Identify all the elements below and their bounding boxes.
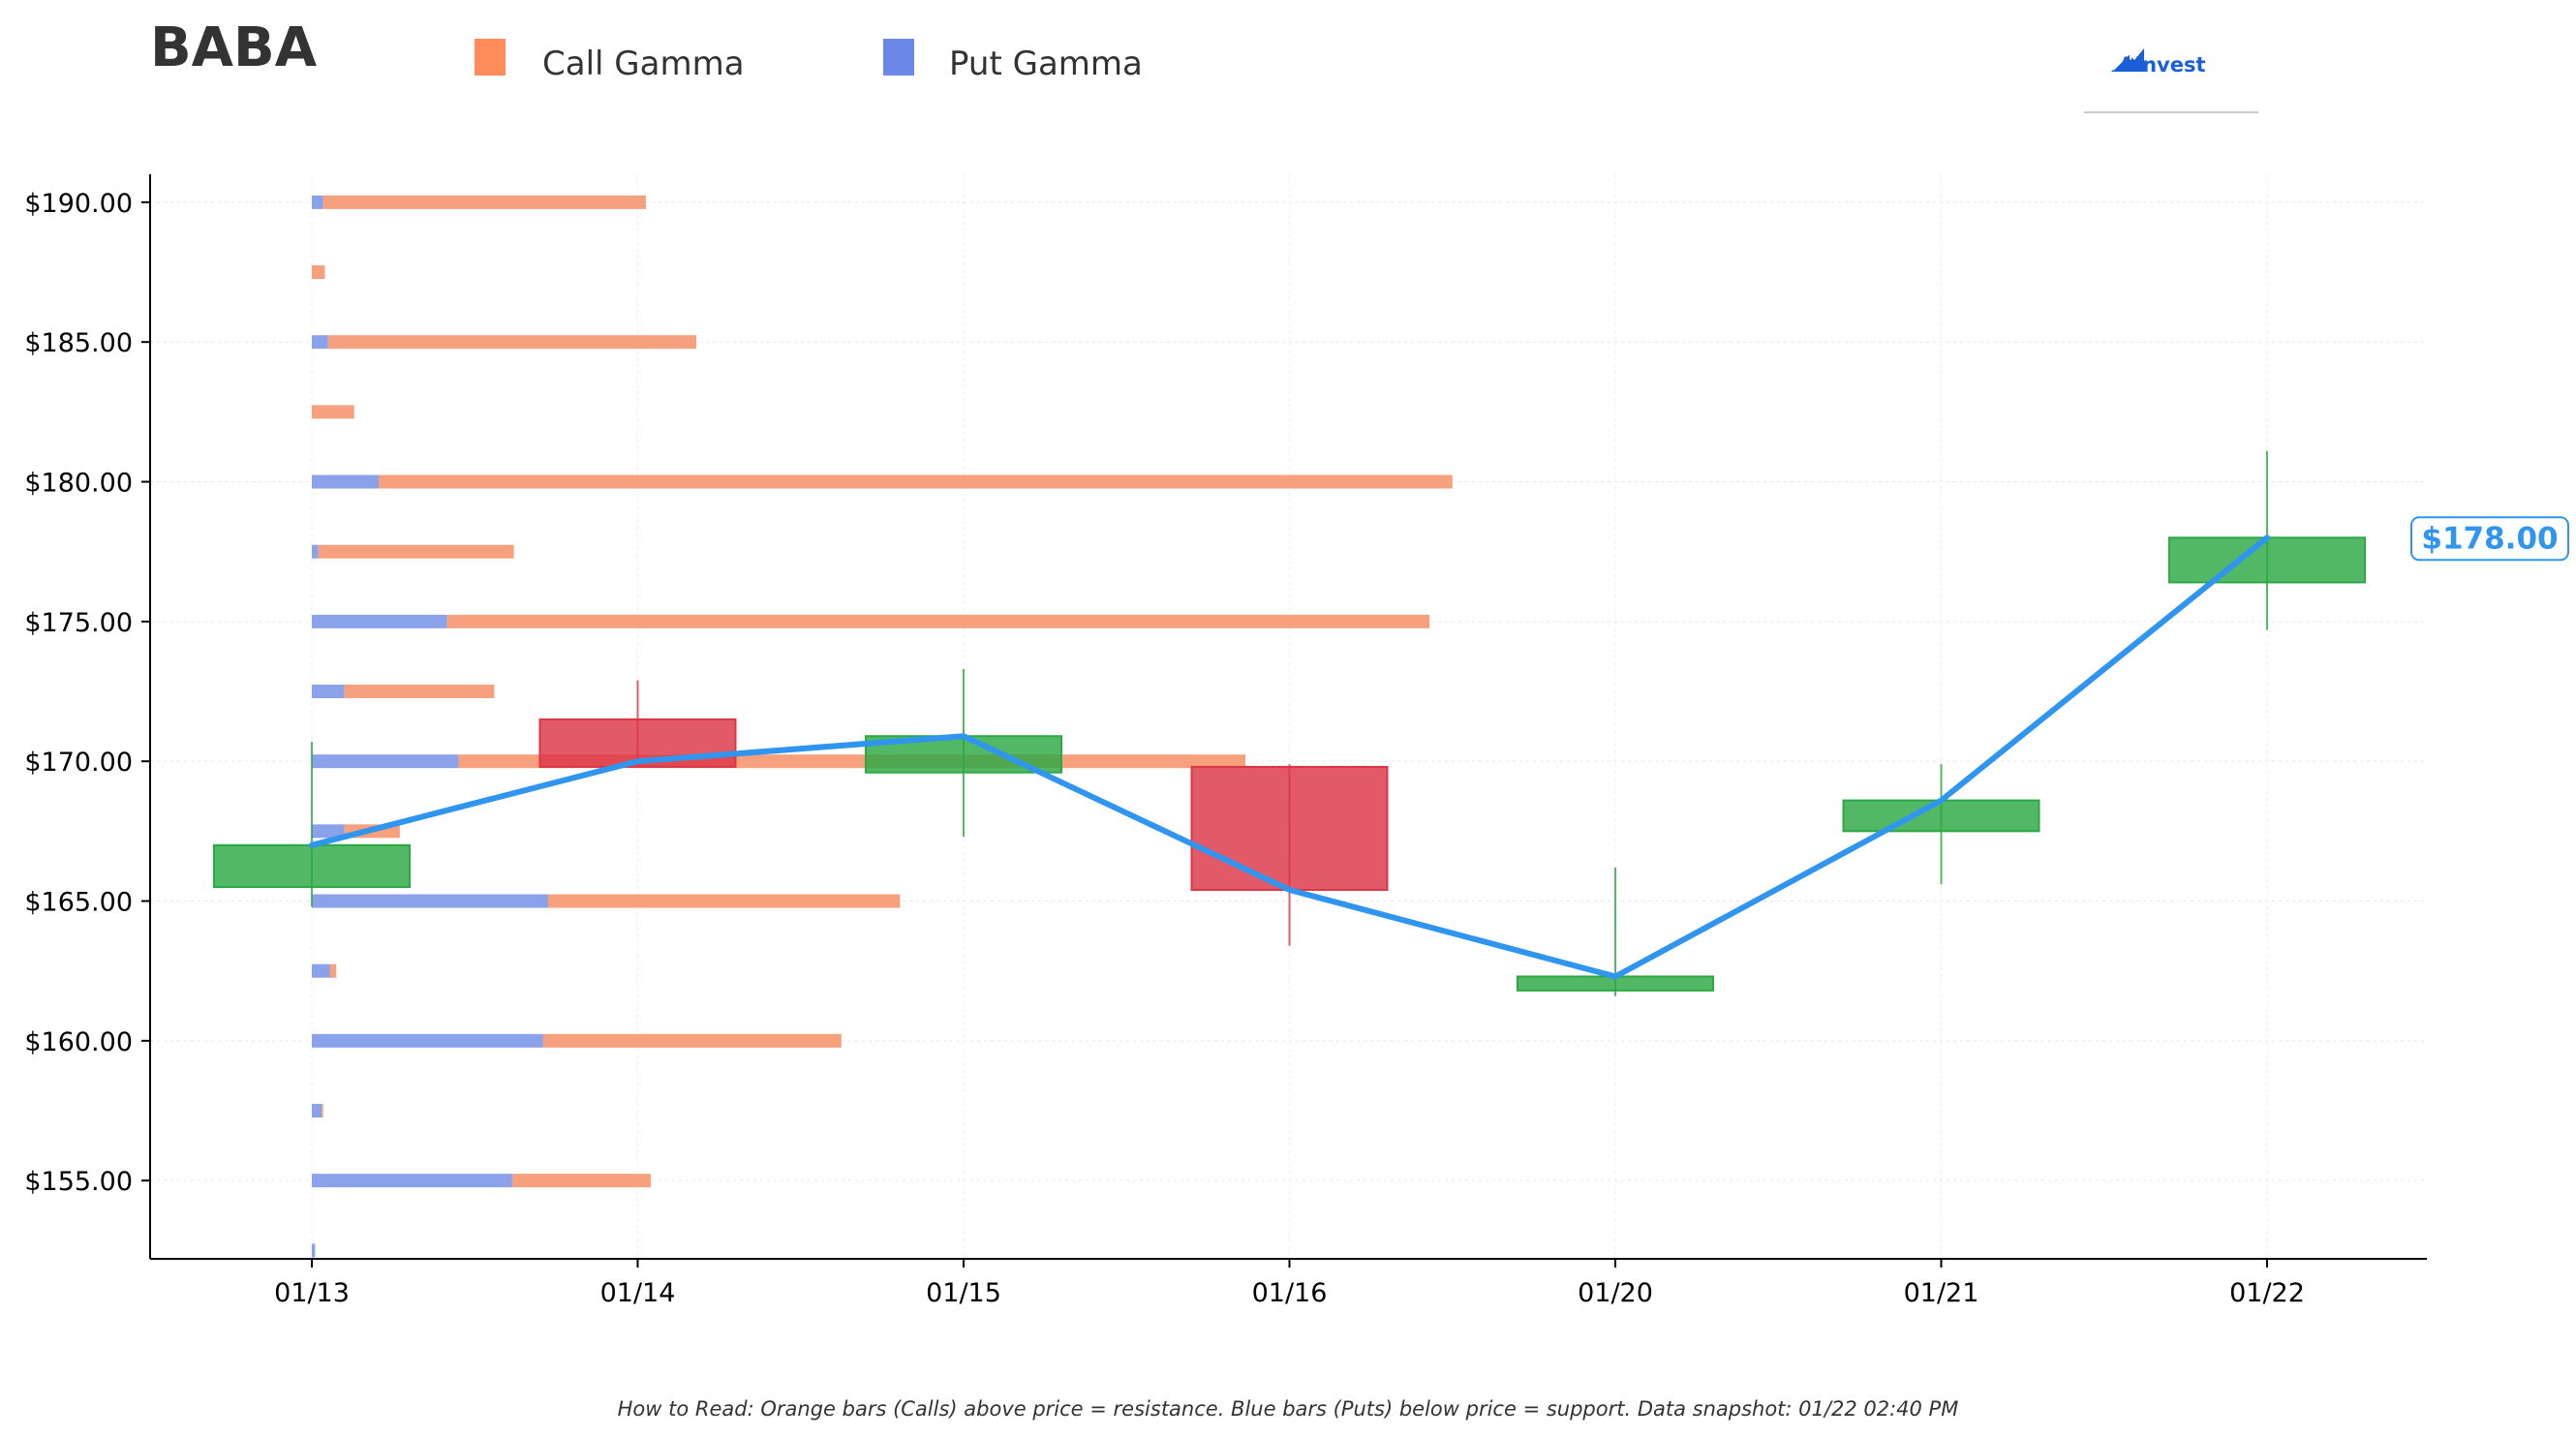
last-price-box bbox=[2410, 516, 2569, 562]
call-gamma-bar bbox=[322, 195, 646, 209]
put-gamma-bar bbox=[312, 614, 447, 628]
put-gamma-bar bbox=[312, 1104, 322, 1118]
call-gamma-bar bbox=[547, 894, 901, 908]
price-label-group: $178.00 bbox=[2410, 516, 2569, 562]
candle-body bbox=[1190, 765, 1389, 891]
close-price-line bbox=[309, 535, 2270, 980]
y-tick-label: $180.00 bbox=[24, 469, 133, 499]
ainvest-logo: AInvest bbox=[2084, 48, 2258, 113]
footnote: How to Read: Orange bars (Calls) above p… bbox=[618, 1397, 1959, 1421]
call-gamma-bar bbox=[542, 1033, 842, 1048]
logo-arrow-icon bbox=[2112, 51, 2131, 71]
x-tick-label: 01/15 bbox=[926, 1278, 1001, 1308]
put-gamma-bar bbox=[312, 754, 459, 769]
y-tick-label: $175.00 bbox=[24, 608, 133, 638]
call-gamma-bar bbox=[327, 335, 697, 350]
last-price-label: $178.00 bbox=[2421, 521, 2558, 556]
logo-text: AInvest bbox=[2119, 53, 2206, 76]
x-tick-label: 01/22 bbox=[2229, 1278, 2305, 1308]
put-gamma-bar bbox=[312, 685, 345, 699]
x-tick-label: 01/20 bbox=[1578, 1278, 1653, 1308]
close-price-polyline bbox=[309, 535, 2270, 980]
y-tick-label: $185.00 bbox=[24, 328, 133, 358]
y-tick-label: $160.00 bbox=[24, 1027, 133, 1057]
call-gamma-bar bbox=[511, 1174, 651, 1188]
candle-body bbox=[213, 843, 411, 889]
call-gamma-bar bbox=[312, 405, 354, 419]
put-gamma-bar bbox=[312, 963, 330, 978]
call-gamma-bar bbox=[322, 1104, 323, 1118]
candle-body bbox=[2168, 536, 2366, 584]
legend-swatch-put bbox=[883, 39, 914, 76]
y-tick-label: $155.00 bbox=[24, 1167, 133, 1197]
call-gamma-bar bbox=[329, 963, 337, 978]
y-tick-label: $170.00 bbox=[24, 748, 133, 778]
call-gamma-bar bbox=[378, 474, 1453, 489]
legend-label-call: Call Gamma bbox=[542, 45, 745, 83]
put-gamma-bar bbox=[312, 544, 319, 559]
put-gamma-bar bbox=[312, 195, 323, 209]
put-gamma-bar bbox=[312, 335, 328, 350]
put-gamma-bar bbox=[312, 824, 345, 839]
put-gamma-bar bbox=[312, 894, 548, 908]
y-tick-label: $165.00 bbox=[24, 888, 133, 918]
put-gamma-bar bbox=[312, 474, 379, 489]
call-gamma-bar bbox=[312, 265, 325, 280]
logo-mark-icon bbox=[2111, 48, 2144, 72]
candle-body bbox=[1842, 799, 2040, 833]
call-gamma-bar bbox=[318, 544, 514, 559]
legend-swatch-call bbox=[475, 39, 506, 76]
y-tick-label: $190.00 bbox=[24, 189, 133, 219]
put-gamma-bar bbox=[312, 1243, 316, 1258]
legend-label-put: Put Gamma bbox=[949, 45, 1143, 83]
legend: Call Gamma Put Gamma bbox=[475, 39, 1143, 83]
x-tick-label: 01/16 bbox=[1252, 1278, 1328, 1308]
call-gamma-bar bbox=[344, 685, 495, 699]
x-tick-label: 01/13 bbox=[274, 1278, 350, 1308]
x-tick-label: 01/14 bbox=[600, 1278, 676, 1308]
ticker-title: BABA bbox=[150, 16, 318, 79]
gamma-bars bbox=[312, 195, 1453, 1258]
x-tick-label: 01/21 bbox=[1904, 1278, 1979, 1308]
call-gamma-bar bbox=[446, 614, 1430, 628]
put-gamma-bar bbox=[312, 1033, 543, 1048]
axes: $155.00 $160.00 $165.00 $170.00 $175.00 $180.… bbox=[24, 174, 2427, 1308]
put-gamma-bar bbox=[312, 1174, 512, 1188]
